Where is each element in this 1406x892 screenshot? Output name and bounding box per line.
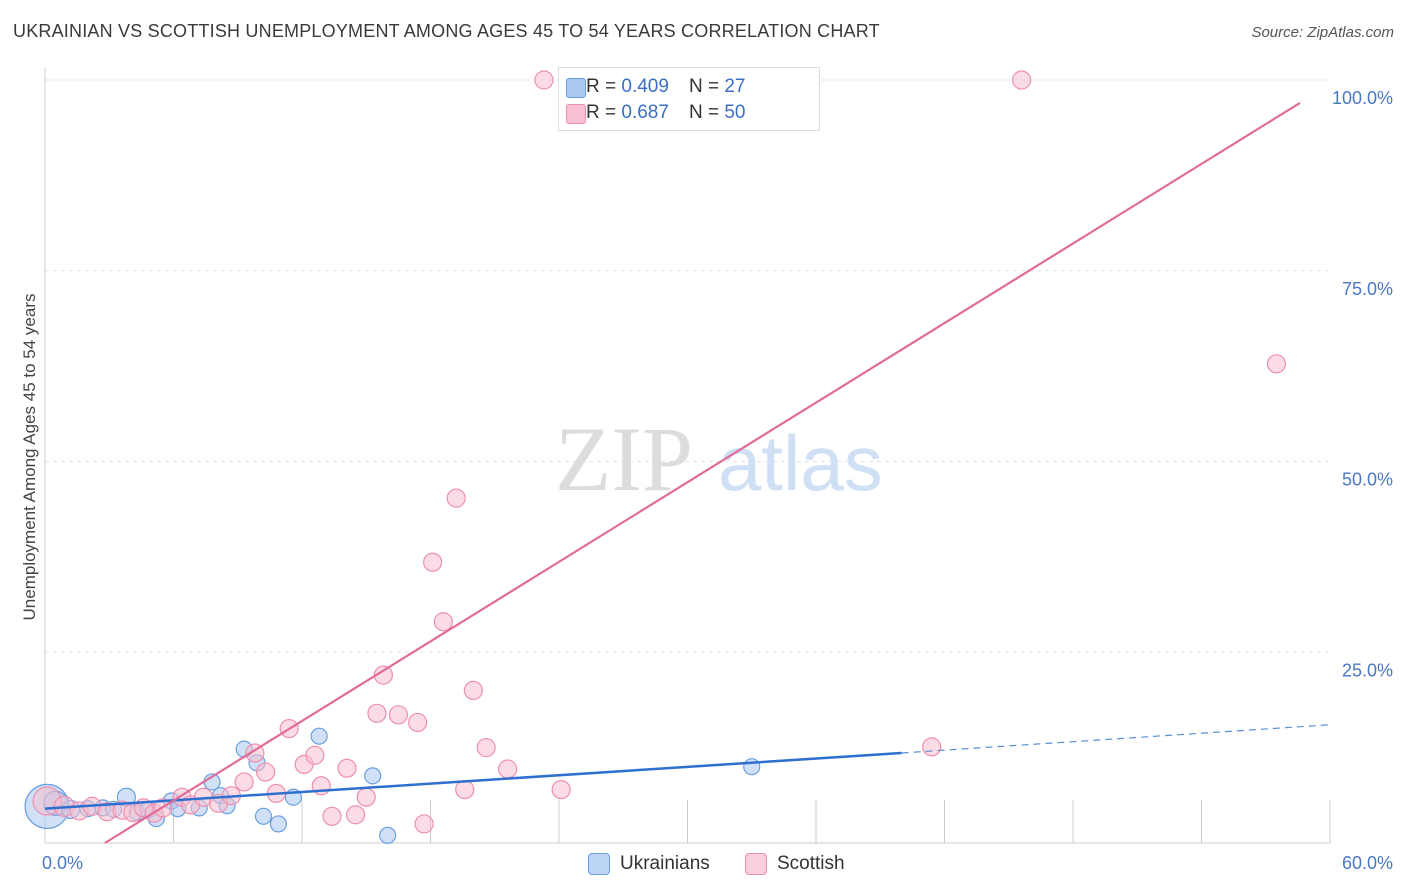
data-point-ukrainians xyxy=(269,815,288,833)
legend-r-value: 0.687 xyxy=(621,102,669,123)
chart-title: UKRAINIAN VS SCOTTISH UNEMPLOYMENT AMONG… xyxy=(13,21,880,41)
watermark-atlas: atlas xyxy=(718,419,883,507)
trend-line-ukrainians xyxy=(44,751,902,810)
data-point-scottish xyxy=(255,762,276,782)
data-point-scottish xyxy=(455,779,475,800)
legend-row-scottish: R = 0.687 N = 50 xyxy=(566,101,746,125)
trend-line-ukrainians-extension xyxy=(901,724,1331,754)
legend-row-ukrainians: R = 0.409 N = 27 xyxy=(566,75,746,99)
data-point-scottish xyxy=(305,745,325,765)
data-point-scottish xyxy=(551,779,571,800)
data-point-scottish xyxy=(388,705,408,725)
legend-r-value: 0.409 xyxy=(621,76,669,97)
trend-line-scottish xyxy=(104,101,1301,844)
legend-swatch-scottish xyxy=(745,853,767,875)
axes xyxy=(44,68,1331,844)
bottom-legend-scottish: Scottish xyxy=(745,851,845,877)
legend-swatch-scottish xyxy=(566,104,586,124)
correlation-legend: R = 0.409 N = 27 R = 0.687 N = 50 xyxy=(558,67,820,131)
data-point-scottish xyxy=(234,772,254,792)
data-point-scottish xyxy=(446,488,466,508)
legend-n-label: N = xyxy=(688,102,720,123)
legend-n-value: 27 xyxy=(724,76,746,97)
data-point-ukrainians xyxy=(379,826,397,844)
watermark: ZIP atlas xyxy=(555,408,883,510)
bottom-legend-ukrainians: Ukrainians xyxy=(588,851,710,877)
data-point-scottish xyxy=(367,703,387,723)
data-point-scottish xyxy=(476,738,496,758)
data-point-scottish xyxy=(423,552,443,572)
source-label: Source: ZipAtlas.com xyxy=(1251,24,1394,41)
legend-n-value: 50 xyxy=(724,102,746,123)
legend-label-scottish: Scottish xyxy=(777,853,845,874)
data-point-scottish xyxy=(408,712,428,733)
watermark-zip: ZIP xyxy=(555,408,693,510)
data-point-scottish xyxy=(322,806,342,826)
y-tick-label: 25.0% xyxy=(1342,660,1393,680)
data-point-scottish xyxy=(356,787,376,807)
data-point-scottish xyxy=(414,814,434,834)
trend-lines xyxy=(44,101,1331,844)
data-point-ukrainians xyxy=(310,727,328,745)
legend-n-label: N = xyxy=(688,76,720,97)
data-point-scottish xyxy=(433,612,453,632)
y-tick-label: 50.0% xyxy=(1342,470,1393,490)
y-tick-label: 75.0% xyxy=(1342,279,1393,299)
x-tick-label: 0.0% xyxy=(42,853,83,873)
legend-r-label: R = xyxy=(586,102,617,123)
x-tick-label: 60.0% xyxy=(1342,853,1393,873)
data-point-scottish xyxy=(463,680,483,701)
data-point-ukrainians xyxy=(254,807,273,825)
y-axis-title: Unemployment Among Ages 45 to 54 years xyxy=(20,293,39,621)
y-tick-label: 100.0% xyxy=(1332,88,1393,108)
data-point-scottish xyxy=(498,759,518,779)
data-point-scottish xyxy=(1011,70,1032,90)
tick-labels: 25.0% 50.0% 75.0% 100.0% 0.0% 60.0% xyxy=(42,88,1393,873)
legend-r-label: R = xyxy=(586,76,617,97)
legend-swatch-ukrainians xyxy=(566,78,586,98)
data-point-scottish xyxy=(1266,354,1287,374)
data-point-ukrainians xyxy=(364,767,382,785)
legend-swatch-ukrainians xyxy=(588,853,610,875)
grid-lines xyxy=(45,79,1330,653)
data-point-scottish xyxy=(345,805,366,825)
data-point-scottish xyxy=(922,737,942,757)
legend-label-ukrainians: Ukrainians xyxy=(620,853,710,874)
data-point-scottish xyxy=(337,758,357,778)
data-point-scottish xyxy=(534,70,554,90)
